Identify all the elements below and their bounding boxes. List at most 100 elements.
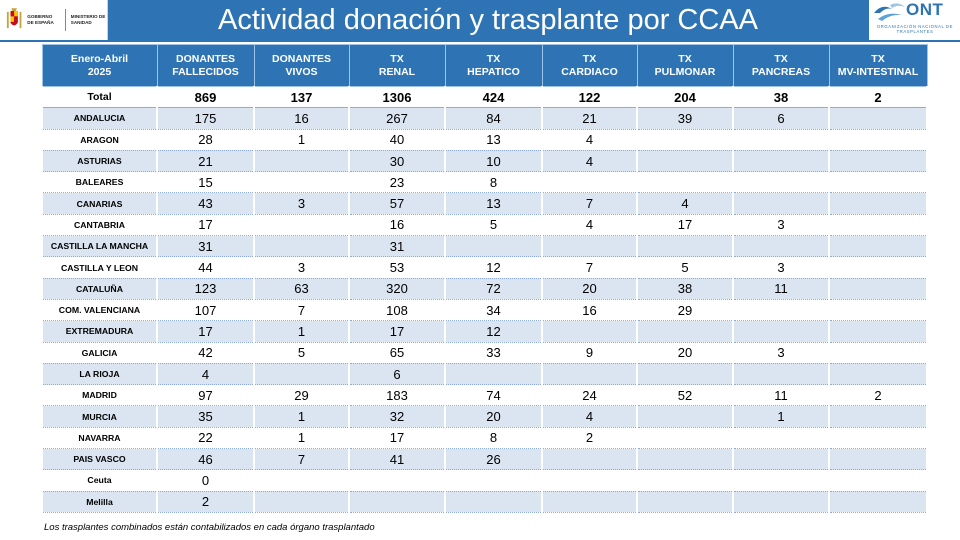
page-title: Actividad donación y trasplante por CCAA [217, 4, 758, 36]
column-header: TX PULMONAR [636, 44, 734, 87]
region-cell: CATALUÑA [41, 278, 158, 300]
value-cell: 137 [253, 86, 350, 109]
value-cell: 34 [444, 299, 543, 322]
value-cell [828, 129, 928, 151]
value-cell: 35 [156, 405, 255, 428]
value-cell: 123 [156, 278, 255, 300]
value-cell: 267 [348, 107, 446, 130]
value-cell: 31 [348, 235, 446, 258]
value-cell: 17 [156, 214, 255, 237]
spain-coat-of-arms-icon [6, 8, 22, 29]
value-cell: 29 [253, 384, 350, 407]
value-cell: 13 [444, 129, 543, 151]
value-cell: 12 [444, 320, 543, 343]
value-cell: 44 [156, 256, 255, 279]
value-cell [828, 469, 928, 492]
value-cell: 38 [636, 278, 734, 300]
value-cell [828, 235, 928, 258]
value-cell: 2 [828, 384, 928, 407]
value-cell: 13 [444, 192, 543, 215]
table-row: CANTABRIA 17 16 5 4 17 3 [41, 214, 928, 237]
value-cell: 22 [156, 427, 255, 450]
value-cell: 5 [444, 214, 543, 237]
value-cell: 17 [156, 320, 255, 343]
value-cell: 17 [348, 320, 446, 343]
value-cell: 4 [541, 129, 638, 151]
ont-logo: ONT Organización Nacional de Trasplantes [869, 0, 960, 40]
value-cell: 122 [541, 86, 638, 109]
logo-divider [64, 9, 66, 31]
value-cell: 39 [636, 107, 734, 130]
region-cell: ASTURIAS [41, 150, 158, 173]
value-cell: 24 [541, 384, 638, 407]
value-cell: 72 [444, 278, 543, 300]
value-cell: 1306 [348, 86, 446, 109]
value-cell: 29 [636, 299, 734, 322]
value-cell [732, 491, 830, 513]
value-cell: 107 [156, 299, 255, 322]
value-cell [732, 299, 830, 322]
value-cell: 3 [253, 256, 350, 279]
value-cell [253, 214, 350, 237]
value-cell [541, 448, 638, 471]
value-cell [732, 427, 830, 450]
region-cell: Total [41, 86, 158, 109]
value-cell: 74 [444, 384, 543, 407]
value-cell: 42 [156, 342, 255, 364]
value-cell: 16 [541, 299, 638, 322]
value-cell: 38 [732, 86, 830, 109]
value-cell: 57 [348, 192, 446, 215]
value-cell [253, 363, 350, 386]
value-cell: 12 [444, 256, 543, 279]
region-cell: CASTILLA LA MANCHA [41, 235, 158, 258]
value-cell: 7 [541, 192, 638, 215]
ont-wordmark: ONT [906, 0, 944, 19]
value-cell: 1 [253, 320, 350, 343]
value-cell: 84 [444, 107, 543, 130]
ministry-label: Ministerio de Sanidad [70, 14, 106, 25]
column-header-line: TX [774, 52, 788, 65]
value-cell: 183 [348, 384, 446, 407]
table-row: CANARIAS 43 3 57 13 7 4 [41, 192, 928, 215]
value-cell: 30 [348, 150, 446, 173]
value-cell: 32 [348, 405, 446, 428]
value-cell [444, 491, 543, 513]
value-cell: 5 [636, 256, 734, 279]
table-row: PAIS VASCO 46 7 41 26 [41, 448, 928, 471]
value-cell: 5 [253, 342, 350, 364]
column-header-line: TX [390, 52, 404, 65]
value-cell: 6 [732, 107, 830, 130]
column-header: TX CARDIACO [541, 44, 638, 87]
value-cell [828, 256, 928, 279]
column-header: DONANTES VIVOS [253, 44, 350, 87]
value-cell [828, 107, 928, 130]
column-header-line: PULMONAR [654, 65, 716, 78]
value-cell [636, 129, 734, 151]
value-cell: 4 [541, 150, 638, 173]
value-cell: 3 [253, 192, 350, 215]
header-row: Enero-Abril 2025 DONANTES FALLECIDOS DONANTE… [41, 44, 928, 87]
value-cell [541, 363, 638, 386]
value-cell [828, 278, 928, 300]
table-row: ARAGON 28 1 40 13 4 [41, 129, 928, 151]
value-cell: 4 [541, 405, 638, 428]
value-cell: 2 [541, 427, 638, 450]
value-cell: 7 [541, 256, 638, 279]
column-header-line: TX [582, 52, 597, 65]
value-cell: 17 [636, 214, 734, 237]
value-cell [828, 427, 928, 450]
table-row: MADRID 97 29 183 74 24 52 11 2 [41, 384, 928, 407]
table-row: NAVARRA 22 1 17 8 2 [41, 427, 928, 450]
column-header-line: HEPATICO [467, 65, 520, 78]
value-cell: 31 [156, 235, 255, 258]
region-cell: ARAGON [41, 129, 158, 151]
value-cell: 4 [541, 214, 638, 237]
value-cell [541, 320, 638, 343]
government-logo: Gobierno de España Ministerio de Sanidad [0, 0, 108, 40]
value-cell [444, 363, 543, 386]
value-cell: 7 [253, 448, 350, 471]
value-cell [732, 448, 830, 471]
region-cell: MURCIA [41, 405, 158, 428]
value-cell [732, 192, 830, 215]
column-header-line: TX [678, 52, 692, 65]
